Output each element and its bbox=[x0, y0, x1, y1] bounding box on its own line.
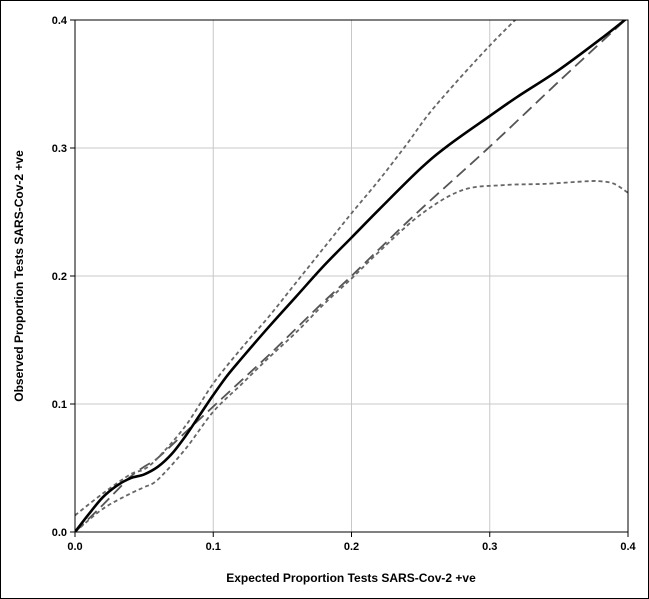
x-tick-label: 0.4 bbox=[620, 541, 636, 553]
y-axis-title: Observed Proportion Tests SARS-Cov-2 +ve bbox=[12, 150, 26, 402]
lower-confidence-curve bbox=[75, 180, 628, 532]
y-tick-label: 0.2 bbox=[52, 271, 67, 283]
x-tick-label: 0.1 bbox=[206, 541, 221, 553]
axes: 0.0 0.1 0.2 0.3 0.4 0.0 0.1 0.2 0.3 0.4 bbox=[52, 15, 637, 553]
upper-confidence-curve bbox=[75, 20, 517, 517]
grid bbox=[75, 20, 628, 532]
x-tick-label: 0.2 bbox=[344, 541, 359, 553]
x-tick-label: 0.3 bbox=[482, 541, 497, 553]
y-tick-label: 0.3 bbox=[52, 143, 67, 155]
series-layer bbox=[75, 20, 628, 532]
x-axis-title: Expected Proportion Tests SARS-Cov-2 +ve bbox=[226, 571, 476, 585]
y-tick-label: 0.0 bbox=[52, 527, 67, 539]
x-tick-label: 0.0 bbox=[67, 541, 82, 553]
reference-line bbox=[75, 20, 627, 532]
observed-curve bbox=[75, 20, 627, 532]
y-tick-label: 0.1 bbox=[52, 399, 67, 411]
y-tick-label: 0.4 bbox=[52, 15, 68, 27]
plot-border bbox=[74, 19, 629, 533]
